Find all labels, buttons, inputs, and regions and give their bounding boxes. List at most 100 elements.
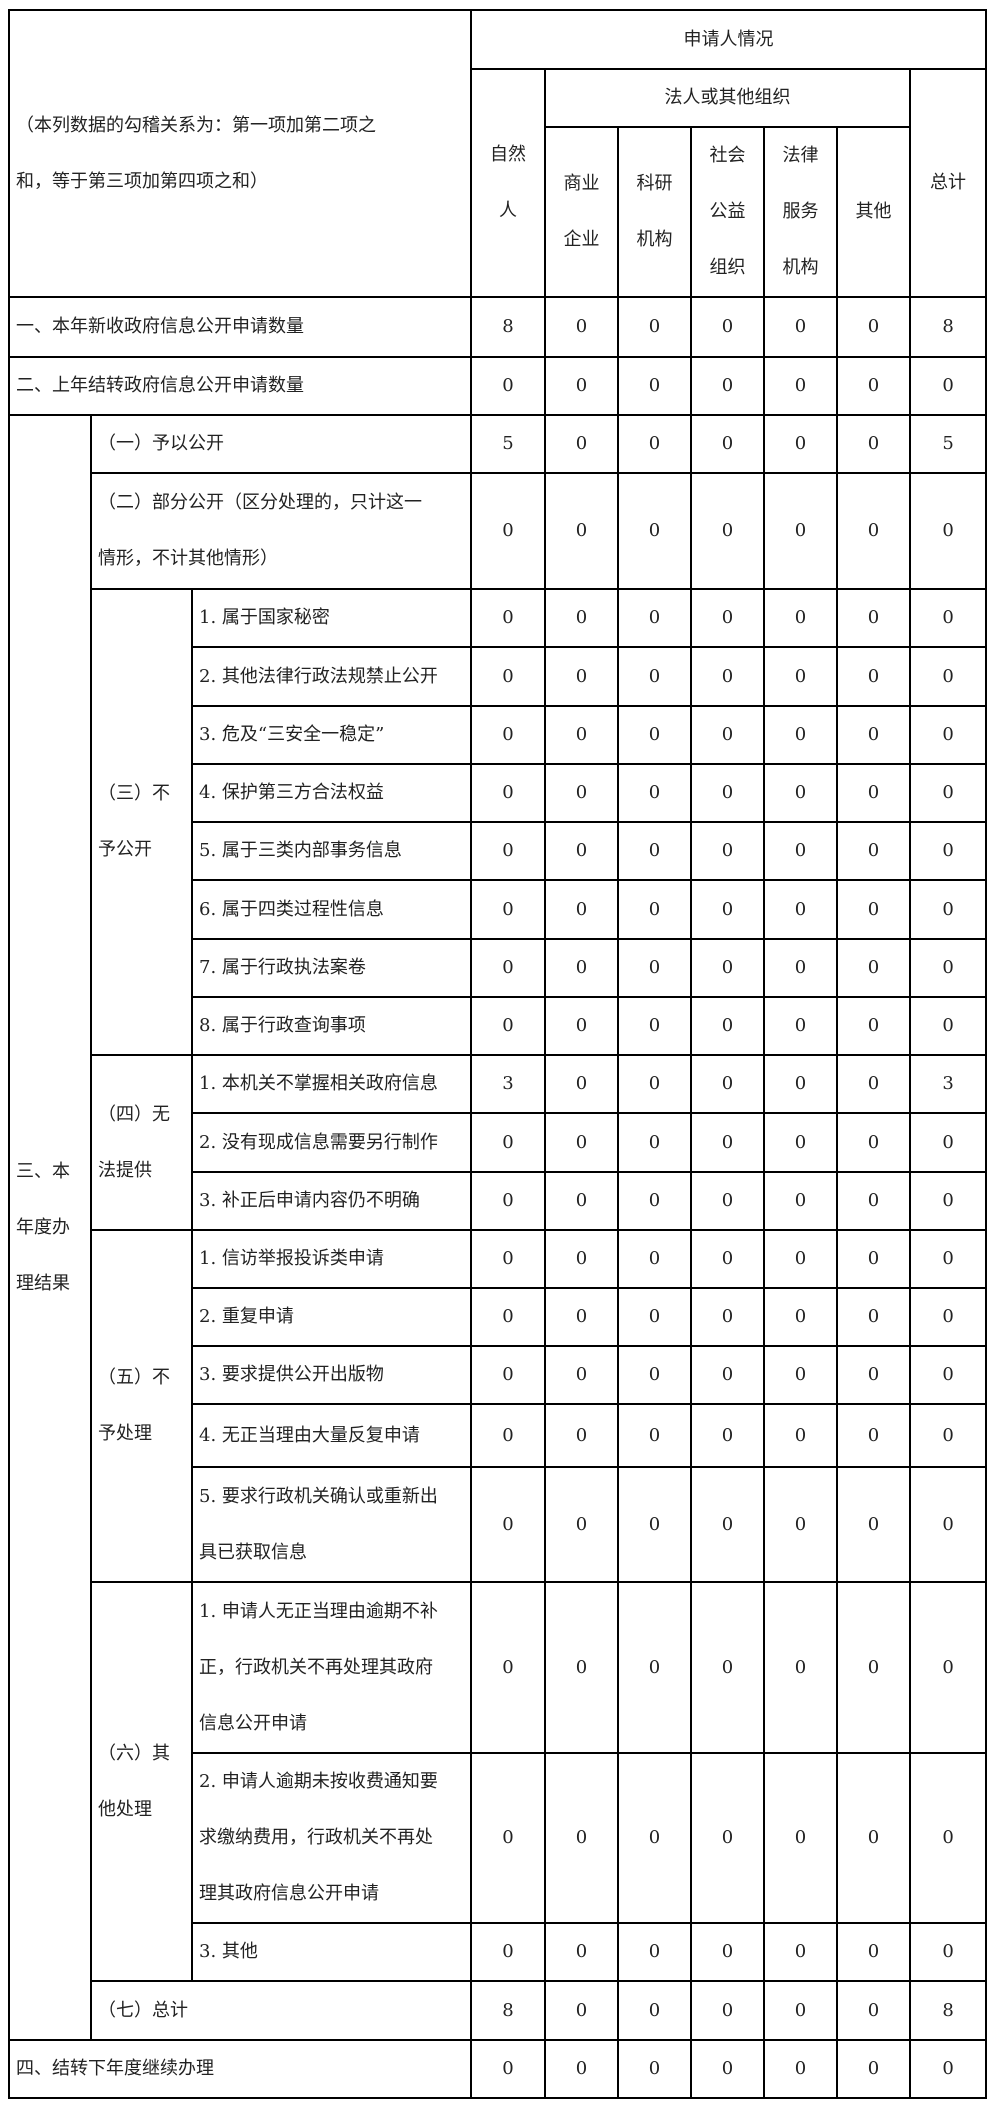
- item-label: 8. 属于行政查询事项: [190, 996, 473, 1056]
- value-cell-text: 0: [794, 1306, 807, 1327]
- table-row: （四）无 法提供 1. 本机关不掌握相关政府信息 3 0 0 0 0 0 3: [9, 1054, 988, 1231]
- item-label-text: 5. 要求行政机关确认或重新出: [199, 1485, 438, 1507]
- value-cell: 0: [909, 1403, 988, 1468]
- value-cell: 0: [690, 821, 766, 881]
- table-row: 7. 属于行政执法案卷 0 0 0 0 0 0 0: [9, 938, 988, 998]
- value-cell-text: 0: [721, 1656, 734, 1678]
- value-cell: 0: [909, 1171, 988, 1231]
- value-cell-text: 0: [575, 2058, 588, 2079]
- value-cell: 0: [909, 1752, 988, 1924]
- value-cell-text: 0: [942, 1513, 954, 1535]
- value-cell-text: 0: [648, 957, 661, 978]
- value-cell: 0: [470, 356, 547, 416]
- value-cell-text: 0: [648, 1248, 661, 1269]
- table-row: 5. 属于三类内部事务信息 0 0 0 0 0 0 0: [9, 821, 988, 881]
- value-cell: 0: [544, 2039, 620, 2099]
- item-label-text: 3. 其他: [199, 1941, 258, 1962]
- value-cell-text: 8: [502, 1999, 514, 2021]
- value-cell-text: 0: [502, 2058, 514, 2079]
- value-cell-text: 0: [794, 316, 807, 337]
- value-cell: 0: [763, 1345, 839, 1405]
- value-cell-text: 0: [502, 1656, 514, 1678]
- value-cell: 0: [909, 821, 988, 881]
- value-cell: 0: [470, 1403, 547, 1468]
- value-cell-text: 0: [575, 1941, 588, 1962]
- value-cell-text: 0: [575, 898, 588, 920]
- item-label-text: 4. 保护第三方合法权益: [199, 782, 384, 803]
- value-cell: 0: [544, 356, 620, 416]
- value-cell-text: 3: [502, 1073, 514, 1094]
- value-cell: 0: [617, 296, 693, 358]
- value-cell-text: 0: [648, 724, 661, 745]
- value-cell-text: 0: [942, 724, 954, 745]
- value-cell-text: 0: [794, 665, 807, 687]
- value-cell: 0: [763, 296, 839, 358]
- value-cell-text: 0: [721, 1424, 734, 1446]
- value-cell: 0: [909, 1287, 988, 1347]
- value-cell-text: 0: [794, 1073, 807, 1094]
- header-org-column: 科研 机构: [617, 126, 693, 298]
- item-label-text: 8. 属于行政查询事项: [199, 1015, 366, 1036]
- value-cell: 0: [836, 1054, 912, 1114]
- value-cell: 0: [470, 1752, 547, 1924]
- value-cell: 0: [836, 1581, 912, 1754]
- value-cell: 0: [690, 1171, 766, 1231]
- table-row: 3. 其他 0 0 0 0 0 0 0: [9, 1922, 988, 1982]
- value-cell-text: 0: [502, 1190, 514, 1211]
- value-cell: 0: [909, 646, 988, 707]
- value-cell-text: 0: [794, 520, 807, 541]
- value-cell: 0: [690, 1980, 766, 2041]
- section-3-label: 三、本 年度办 理结果: [8, 414, 92, 2041]
- header-natural-person: 自然人: [470, 68, 547, 298]
- item-label: 2. 其他法律行政法规禁止公开: [190, 646, 473, 707]
- value-cell: 0: [836, 821, 912, 881]
- item-label-text: 具已获取信息: [199, 1541, 307, 1563]
- value-cell: 0: [617, 1922, 693, 1982]
- header-org-column-text: 其他: [855, 201, 892, 222]
- item-label: 1. 信访举报投诉类申请: [190, 1229, 473, 1289]
- item-label-text: 2. 没有现成信息需要另行制作: [199, 1131, 438, 1153]
- value-cell: 0: [470, 646, 547, 707]
- value-cell: 0: [470, 996, 547, 1056]
- table-row: 自然人 法人或其他组织 总计: [9, 68, 988, 298]
- value-cell-text: 0: [575, 433, 588, 454]
- value-cell: 0: [763, 879, 839, 940]
- value-cell: 0: [909, 1466, 988, 1583]
- value-cell-text: 0: [794, 1424, 807, 1446]
- header-applicant-situation-text: 申请人情况: [683, 28, 774, 50]
- group-label: （三）不 予公开: [90, 588, 193, 1056]
- value-cell: 0: [544, 414, 620, 474]
- value-cell-text: 0: [648, 1364, 661, 1385]
- table-row: 3. 补正后申请内容仍不明确 0 0 0 0 0 0 0: [9, 1171, 988, 1231]
- item-label-text: 理其政府信息公开申请: [199, 1883, 379, 1904]
- value-cell: 0: [544, 1287, 620, 1347]
- value-cell-text: 0: [648, 433, 661, 454]
- item-label-text: 求缴纳费用，行政机关不再处: [199, 1827, 433, 1848]
- value-cell-text: 0: [942, 665, 954, 687]
- corner-note-text: 和，等于第三项加第四项之和）: [16, 170, 268, 192]
- value-cell: 0: [763, 1922, 839, 1982]
- value-cell-text: 0: [502, 1827, 514, 1848]
- value-cell: 0: [836, 879, 912, 940]
- value-cell: 0: [617, 646, 693, 707]
- value-cell-text: 0: [942, 1941, 954, 1962]
- value-cell-text: 0: [575, 840, 588, 861]
- table-row: 2. 其他法律行政法规禁止公开 0 0 0 0 0 0 0: [9, 646, 988, 707]
- group-label-text: （四）无: [98, 1103, 170, 1125]
- header-natural-person-text: 自然: [490, 144, 527, 165]
- value-cell-text: 0: [721, 607, 734, 628]
- item-label-text: 1. 本机关不掌握相关政府信息: [199, 1073, 438, 1094]
- value-cell-text: 0: [721, 1941, 734, 1962]
- value-cell: 0: [909, 1345, 988, 1405]
- value-cell-text: 5: [502, 433, 514, 454]
- value-cell-text: 0: [502, 1306, 514, 1327]
- value-cell-text: 0: [867, 1941, 880, 1962]
- value-cell: 0: [836, 1752, 912, 1924]
- value-cell: 0: [836, 296, 912, 358]
- value-cell: 0: [836, 646, 912, 707]
- value-cell-text: 0: [942, 375, 954, 396]
- value-cell-text: 0: [867, 898, 880, 920]
- value-cell: 0: [544, 1581, 620, 1754]
- value-cell-text: 0: [575, 1190, 588, 1211]
- item-label-text: 4. 无正当理由大量反复申请: [199, 1424, 420, 1446]
